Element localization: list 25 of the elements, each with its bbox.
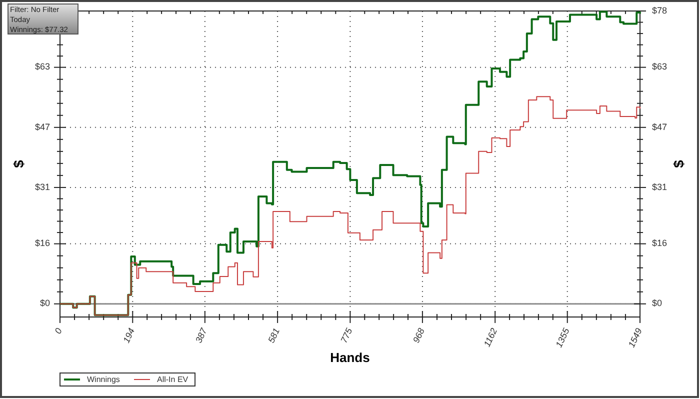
y2-tick-label: $0 bbox=[652, 298, 662, 308]
y2-tick-label: $31 bbox=[652, 182, 668, 192]
y-tick-label: $63 bbox=[34, 62, 50, 72]
x-tick-label: 968 bbox=[411, 326, 426, 344]
y-tick-label: $31 bbox=[34, 182, 50, 192]
x-tick-label: 775 bbox=[338, 326, 355, 344]
x-tick-label: 194 bbox=[121, 326, 137, 344]
x-tick-label: 1549 bbox=[626, 326, 644, 350]
x-tick-label: 1355 bbox=[554, 326, 572, 350]
x-tick-label: 1162 bbox=[482, 326, 500, 348]
y2-tick-label: $47 bbox=[652, 122, 668, 132]
y2-tick-label: $78 bbox=[652, 5, 668, 16]
y2-tick-label: $63 bbox=[652, 62, 668, 72]
legend-label: Winnings bbox=[87, 375, 120, 384]
y2-tick-label: $16 bbox=[652, 238, 668, 248]
y-tick-label: $47 bbox=[34, 122, 50, 132]
x-tick-label: 581 bbox=[266, 326, 282, 344]
y2-axis-title: $ bbox=[670, 160, 687, 168]
x-tick-label: 387 bbox=[193, 326, 210, 344]
y-tick-label: $16 bbox=[34, 238, 50, 248]
x-tick-label: 0 bbox=[52, 326, 64, 336]
y-axis-title: $ bbox=[10, 160, 27, 168]
legend-label: All-In EV bbox=[157, 375, 189, 384]
y-tick-label: $0 bbox=[40, 298, 50, 308]
x-axis-title: Hands bbox=[330, 350, 370, 365]
